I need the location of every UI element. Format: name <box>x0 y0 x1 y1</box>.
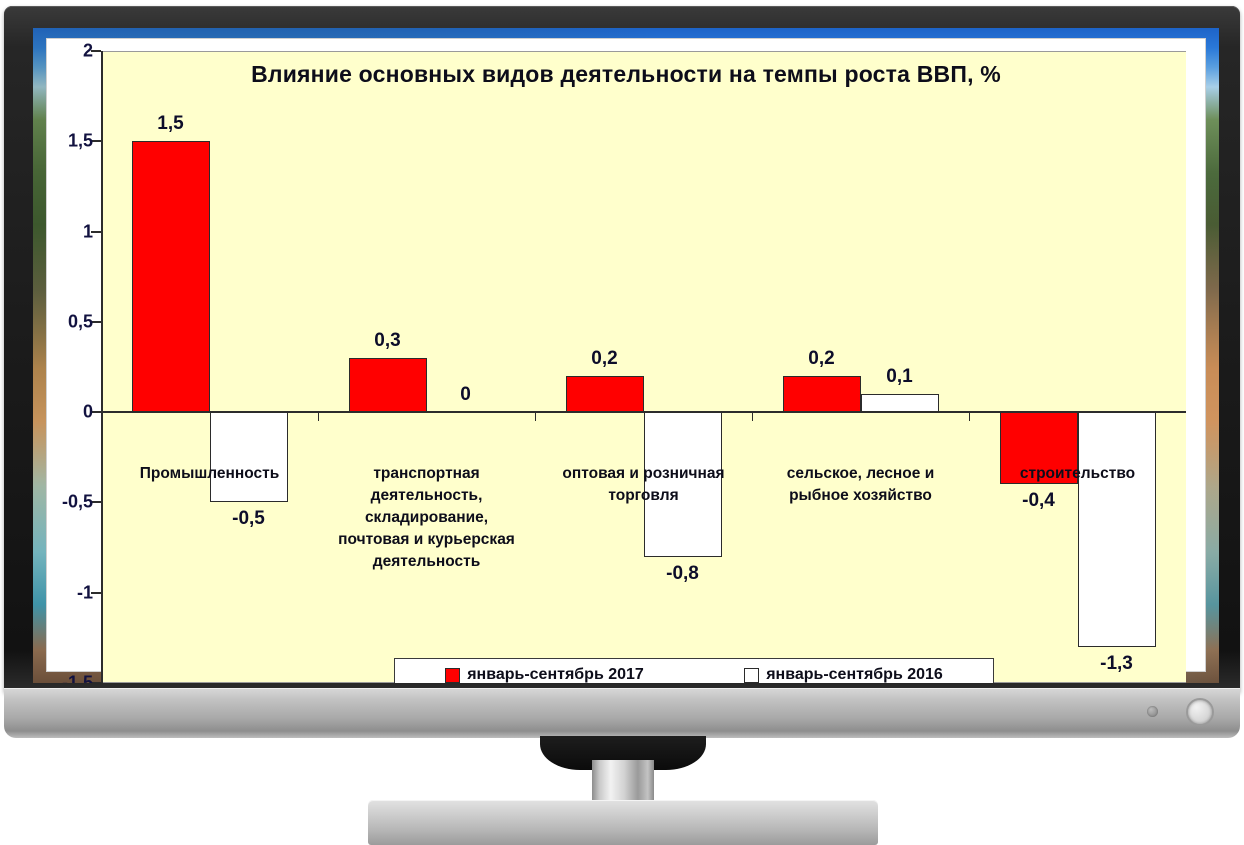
bar[interactable] <box>860 394 939 413</box>
bar-value-label: -0,8 <box>666 562 699 584</box>
bar-chart: Влияние основных видов деятельности на т… <box>47 39 1205 683</box>
monitor-chin <box>4 688 1240 738</box>
axis-tick <box>91 501 101 504</box>
category-label-line: складирование, <box>364 509 489 526</box>
axis-tick-label: 0 <box>82 401 93 422</box>
bar-value-label: 0 <box>460 384 471 406</box>
axis-tick-label: -0,5 <box>61 491 93 512</box>
category-label-line: деятельность <box>372 553 481 570</box>
axis-tick <box>91 50 101 52</box>
category-label: строительство <box>973 463 1182 485</box>
axis-tick-label: -1,5 <box>61 672 93 684</box>
chart-title: Влияние основных видов деятельности на т… <box>251 61 1001 87</box>
monitor: Влияние основных видов деятельности на т… <box>4 6 1240 845</box>
bar[interactable] <box>565 376 644 413</box>
bar-value-label: -0,4 <box>1022 490 1055 512</box>
category-label-line: рыбное хозяйство <box>789 487 932 504</box>
category-label-line: почтовая и курьерская <box>338 531 515 548</box>
axis-tick-label: 1,5 <box>67 130 93 151</box>
legend-entry-2017[interactable]: январь-сентябрь 2017 <box>445 666 644 683</box>
bar[interactable] <box>999 412 1078 485</box>
value-axis <box>101 51 103 683</box>
axis-tick <box>91 140 101 143</box>
power-led-icon <box>1147 706 1158 717</box>
legend-label-2017: январь-сентябрь 2017 <box>467 666 644 683</box>
category-label-line: строительство <box>1019 465 1136 482</box>
axis-tick <box>91 230 101 233</box>
bar[interactable] <box>348 357 427 413</box>
category-label-line: деятельность, <box>370 487 483 504</box>
monitor-screen: Влияние основных видов деятельности на т… <box>33 28 1219 683</box>
bar-value-label: 1,5 <box>157 113 184 135</box>
category-tick <box>752 413 753 422</box>
legend-label-2016: январь-сентябрь 2016 <box>766 666 943 683</box>
monitor-stand-base <box>368 800 878 845</box>
category-label: Промышленность <box>105 463 314 485</box>
category-tick <box>318 413 319 422</box>
bar[interactable] <box>1077 412 1156 647</box>
legend-swatch-white-icon <box>744 667 760 683</box>
bar-value-label: -0,5 <box>232 508 265 530</box>
bar[interactable] <box>643 412 722 557</box>
bar-value-label: 0,1 <box>886 366 913 388</box>
plot-area <box>101 51 1186 683</box>
axis-tick <box>91 682 101 683</box>
category-label-line: оптовая и розничная <box>562 465 725 482</box>
monitor-bezel: Влияние основных видов деятельности на т… <box>4 6 1240 692</box>
category-label-line: транспортная <box>373 465 480 482</box>
axis-tick <box>91 320 101 323</box>
axis-tick-label: 0,5 <box>67 311 93 332</box>
category-label-line: Промышленность <box>139 465 280 482</box>
axis-tick <box>91 591 101 594</box>
axis-tick-label: 2 <box>82 40 93 61</box>
category-tick <box>969 413 970 422</box>
power-button[interactable] <box>1186 698 1214 726</box>
axis-tick-label: 1 <box>82 221 93 242</box>
bar-value-label: 0,3 <box>374 329 401 351</box>
legend-swatch-red-icon <box>445 667 461 683</box>
chart-legend[interactable]: январь-сентябрь 2017 январь-сентябрь 201… <box>394 658 994 683</box>
bar[interactable] <box>209 412 288 503</box>
axis-tick <box>91 411 101 414</box>
category-label-line: сельское, лесное и <box>786 465 935 482</box>
bar-value-label: -1,3 <box>1100 652 1133 674</box>
category-label: сельское, лесное и рыбное хозяйство <box>756 463 965 507</box>
chart-window[interactable]: Влияние основных видов деятельности на т… <box>46 38 1206 683</box>
bar[interactable] <box>131 141 210 413</box>
bar-value-label: 0,2 <box>591 348 618 370</box>
category-label: транспортная деятельность, складирование, п… <box>322 463 531 573</box>
bar-value-label: 0,2 <box>808 348 835 370</box>
legend-entry-2016[interactable]: январь-сентябрь 2016 <box>744 666 943 683</box>
category-label-line: торговля <box>608 487 679 504</box>
bar[interactable] <box>782 376 861 413</box>
category-label: оптовая и розничная торговля <box>539 463 748 507</box>
axis-tick-label: -1 <box>76 582 93 603</box>
category-tick <box>535 413 536 422</box>
